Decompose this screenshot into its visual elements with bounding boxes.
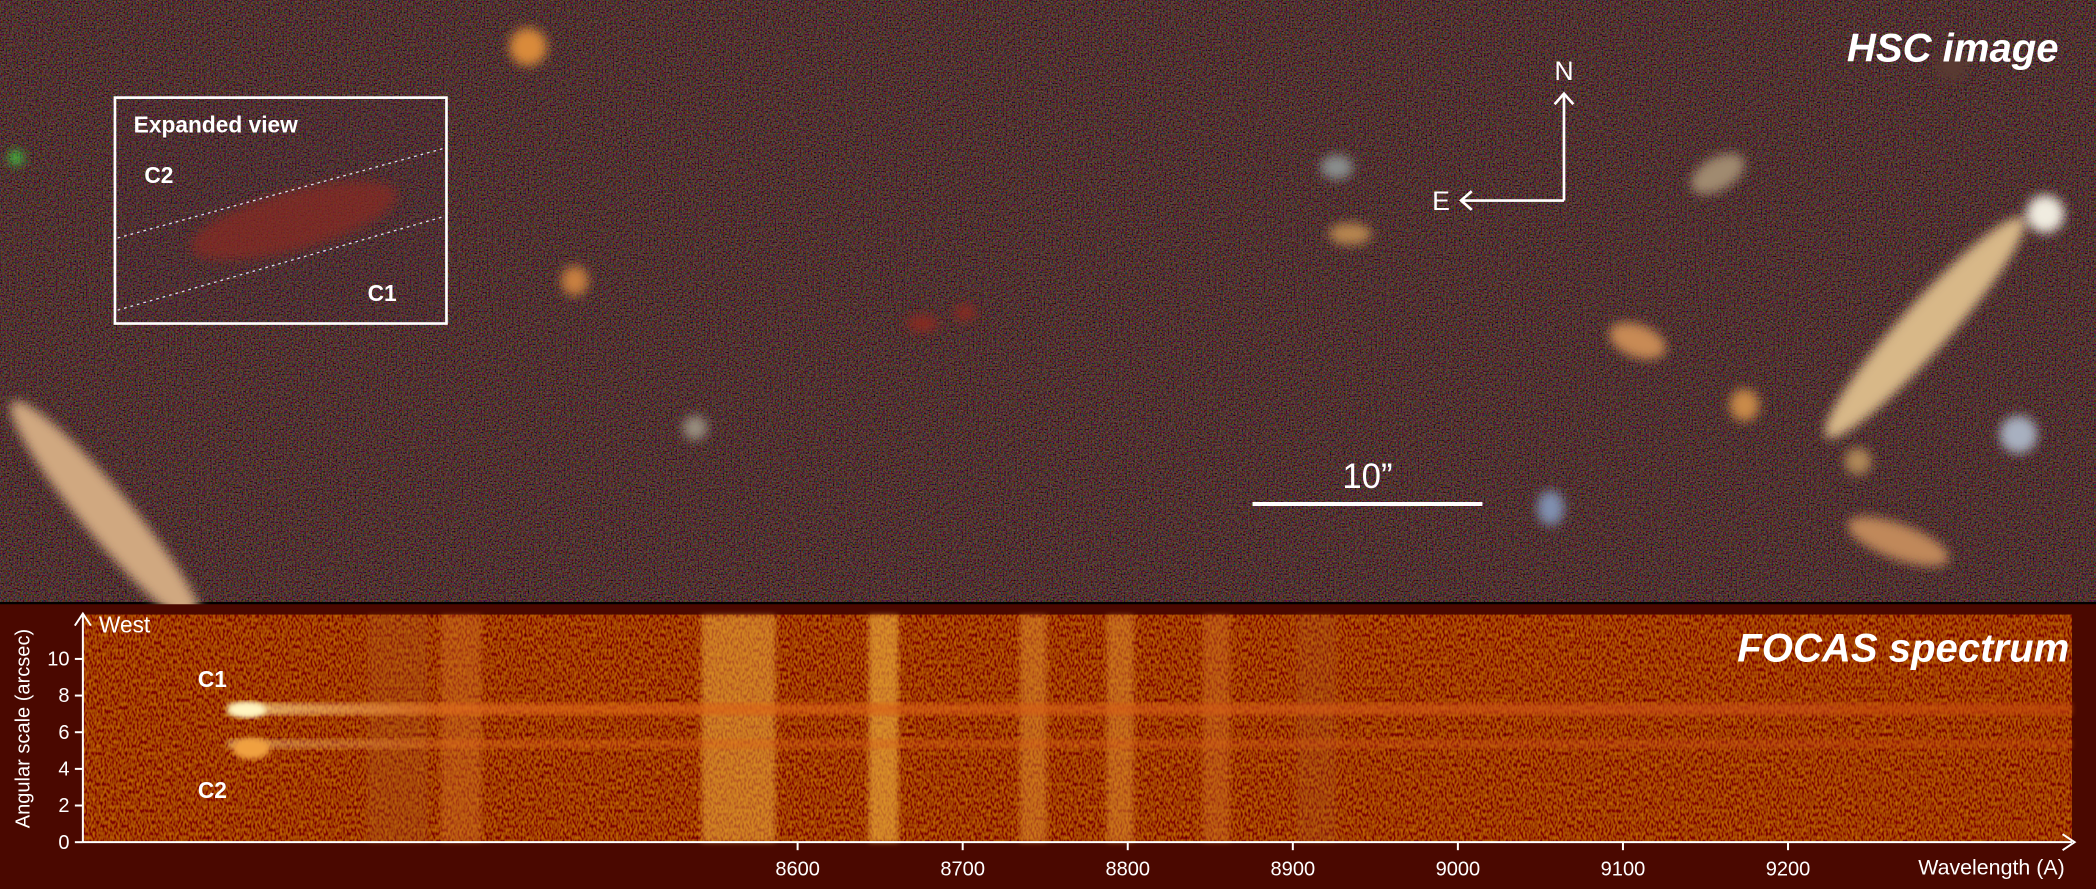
x-arrow <box>2062 833 2077 852</box>
x-tick-label: 8700 <box>940 859 985 881</box>
galaxies <box>9 28 2064 629</box>
x-tick-label: 8900 <box>1271 859 1316 881</box>
north-label: N <box>1554 56 1573 86</box>
inset-frame <box>113 96 448 325</box>
trace-c2 <box>227 739 2072 749</box>
east-label: E <box>1432 186 1450 216</box>
panel-title: FOCAS spectrum <box>1737 627 2069 671</box>
emission-c1 <box>228 701 267 718</box>
y-tick-label: 6 <box>58 722 69 744</box>
x-tick-label: 8600 <box>775 859 820 881</box>
inset-title: Expanded view <box>134 111 298 137</box>
slit-edge <box>117 147 444 239</box>
y-tick-label: 2 <box>58 795 69 817</box>
y-tick-label: 0 <box>58 832 69 854</box>
spectrum-panel: 8600 8700 8800 8900 9000 9100 9200 0 2 4 6 8 10 West… <box>0 604 2096 889</box>
y-tick-label: 4 <box>58 759 69 781</box>
sky-lines <box>367 614 1337 843</box>
trace-label: C2 <box>198 777 227 803</box>
inset: Expanded view C2 C1 <box>113 96 448 325</box>
y-tick-label: 10 <box>47 649 69 671</box>
inset-label: C2 <box>144 162 173 188</box>
north-arrow <box>1553 91 1575 201</box>
y-tick-label: 8 <box>58 685 69 707</box>
x-tick-label: 9100 <box>1601 859 1646 881</box>
x-tick-label: 9000 <box>1436 859 1481 881</box>
scale-bar-label: 10” <box>1342 458 1392 496</box>
x-axis-label: Wavelength (A) <box>1918 855 2065 879</box>
east-arrow <box>1459 190 1564 211</box>
y-arrow <box>74 611 92 627</box>
inset-label: C1 <box>368 280 397 306</box>
axes: 8600 8700 8800 8900 9000 9100 9200 0 2 4 6 8 10 <box>47 611 2077 881</box>
direction-label: West <box>99 611 151 637</box>
trace-c1 <box>227 703 2072 716</box>
inset-source <box>190 180 398 261</box>
y-axis-label: Angular scale (arcsec) <box>12 629 34 828</box>
compass <box>1459 91 1575 211</box>
x-tick-label: 8800 <box>1105 859 1150 881</box>
slit-edge <box>117 215 444 311</box>
emission-c2 <box>232 737 271 760</box>
panel-title: HSC image <box>1847 27 2059 71</box>
trace-label: C1 <box>198 666 227 692</box>
hsc-panel: Expanded view C2 C1 N E 10” HSC image <box>0 0 2096 629</box>
x-tick-label: 9200 <box>1766 859 1811 881</box>
